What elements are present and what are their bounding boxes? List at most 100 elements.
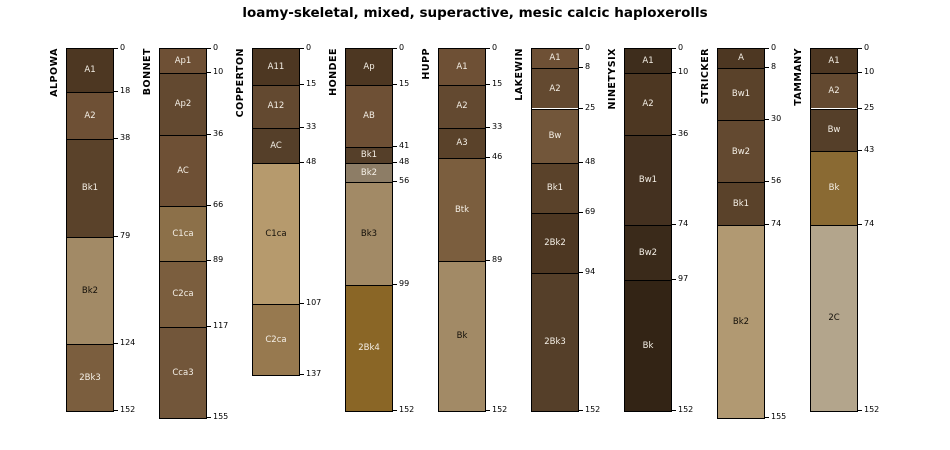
horizon-segment: Bw2 xyxy=(718,120,764,183)
profile-name-label: NINETYSIX xyxy=(607,48,618,110)
depth-tick xyxy=(579,67,583,69)
horizon-label: A1 xyxy=(84,65,96,76)
depth-label: 33 xyxy=(306,121,317,131)
profile-name-label: BONNET xyxy=(142,48,153,96)
horizon-label: A2 xyxy=(828,85,840,96)
depth-label: 0 xyxy=(492,43,498,52)
horizon-label: AC xyxy=(177,165,189,176)
depth-tick xyxy=(579,107,583,109)
depth-tick xyxy=(207,133,211,135)
horizon-segment: A2 xyxy=(532,68,578,109)
horizon-label: Ap1 xyxy=(174,55,192,66)
horizon-label: Bk1 xyxy=(360,150,378,161)
depth-tick xyxy=(393,145,397,147)
depth-tick xyxy=(672,48,676,49)
horizon-label: Bw xyxy=(827,125,841,136)
depth-label: 107 xyxy=(306,297,322,307)
depth-label: 38 xyxy=(120,133,131,143)
horizon-label: 2Bk4 xyxy=(358,342,380,353)
horizon-label: Bw1 xyxy=(731,89,751,100)
depth-label: 155 xyxy=(213,411,229,421)
depth-label: 30 xyxy=(771,114,782,124)
profile-column: A1 A2 Bw1 Bw2 Bk xyxy=(624,48,672,412)
depth-tick xyxy=(579,48,583,49)
horizon-segment: Bk1 xyxy=(67,139,113,238)
depth-tick xyxy=(765,67,769,69)
horizon-segment: AC xyxy=(160,134,206,207)
horizon-segment: A2 xyxy=(67,91,113,140)
depth-tick xyxy=(393,48,397,49)
depth-label: 152 xyxy=(399,404,415,414)
profile-name-label: STRICKER xyxy=(700,48,711,105)
horizon-segment: AB xyxy=(346,84,392,147)
depth-label: 43 xyxy=(864,145,875,155)
depth-tick xyxy=(486,48,490,49)
depth-tick xyxy=(207,416,211,418)
soil-profile-alpowa: ALPOWA A1 A2 Bk1 Bk2 2Bk3 0 18 38 79 124 152 xyxy=(48,0,141,450)
horizon-segment: A xyxy=(718,49,764,69)
profile-column: Ap AB Bk1 Bk2 Bk3 2Bk4 xyxy=(345,48,393,412)
horizon-segment: Bk xyxy=(439,260,485,411)
depth-tick xyxy=(858,150,862,152)
depth-tick xyxy=(300,162,304,164)
depth-tick xyxy=(579,162,583,164)
horizon-label: A1 xyxy=(549,53,561,64)
soil-profile-stricker: STRICKER A Bw1 Bw2 Bk1 Bk2 0 8 30 56 74 155 xyxy=(699,0,792,450)
horizon-label: C1ca xyxy=(172,228,194,239)
chart-title: loamy-skeletal, mixed, superactive, mesi… xyxy=(242,5,708,21)
horizon-segment: C1ca xyxy=(160,206,206,261)
horizon-label: Bw xyxy=(548,131,562,142)
depth-label: 74 xyxy=(678,219,689,229)
depth-tick xyxy=(207,71,211,73)
depth-label: 25 xyxy=(864,102,875,112)
horizon-segment: A1 xyxy=(811,49,857,73)
horizon-segment: 2Bk2 xyxy=(532,213,578,273)
depth-label: 41 xyxy=(399,140,410,150)
depth-label: 15 xyxy=(399,78,410,88)
horizon-label: Bk2 xyxy=(732,316,750,327)
depth-label: 18 xyxy=(120,85,131,95)
soil-profile-copperton: COPPERTON A11 A12 AC C1ca C2ca 0 15 33 48 107 137 xyxy=(234,0,327,450)
depth-label: 15 xyxy=(306,78,317,88)
horizon-segment: A3 xyxy=(439,127,485,159)
depth-tick xyxy=(672,224,676,226)
depth-tick xyxy=(858,224,862,226)
horizon-label: C1ca xyxy=(265,228,287,239)
horizon-segment: Bw2 xyxy=(625,225,671,280)
horizon-label: A2 xyxy=(642,98,654,109)
depth-label: 152 xyxy=(585,404,601,414)
horizon-segment: A2 xyxy=(811,72,857,109)
depth-label: 152 xyxy=(120,404,136,414)
soil-profile-tammany: TAMMANY A1 A2 Bw Bk 2C 0 10 25 43 74 152 xyxy=(792,0,885,450)
depth-tick xyxy=(393,162,397,164)
horizon-label: A2 xyxy=(84,110,96,121)
depth-label: 56 xyxy=(399,176,410,186)
depth-tick xyxy=(114,409,118,411)
depth-tick xyxy=(765,224,769,226)
horizon-segment: 2Bk3 xyxy=(532,272,578,411)
depth-label: 10 xyxy=(864,66,875,76)
depth-label: 89 xyxy=(492,254,503,264)
depth-label: 152 xyxy=(678,404,694,414)
depth-label: 0 xyxy=(678,43,684,52)
horizon-segment: Btk xyxy=(439,158,485,261)
depth-label: 10 xyxy=(678,66,689,76)
horizon-label: A1 xyxy=(456,61,468,72)
depth-tick xyxy=(765,48,769,49)
depth-tick xyxy=(486,126,490,128)
horizon-segment: C2ca xyxy=(160,260,206,328)
horizon-label: A2 xyxy=(549,83,561,94)
depth-label: 48 xyxy=(306,157,317,167)
depth-label: 74 xyxy=(864,219,875,229)
profile-name-label: COPPERTON xyxy=(235,48,246,118)
horizon-label: A1 xyxy=(828,55,840,66)
soil-profile-lakewin: LAKEWIN A1 A2 Bw Bk1 2Bk2 2Bk3 0 8 25 48 69 94 152 xyxy=(513,0,606,450)
horizon-label: 2Bk2 xyxy=(544,238,566,249)
depth-tick xyxy=(114,48,118,49)
depth-label: 99 xyxy=(399,278,410,288)
depth-label: 124 xyxy=(120,338,136,348)
horizon-segment: Bk1 xyxy=(346,146,392,164)
horizon-segment: A2 xyxy=(625,72,671,135)
depth-tick xyxy=(858,409,862,411)
horizon-segment: Ap xyxy=(346,49,392,85)
